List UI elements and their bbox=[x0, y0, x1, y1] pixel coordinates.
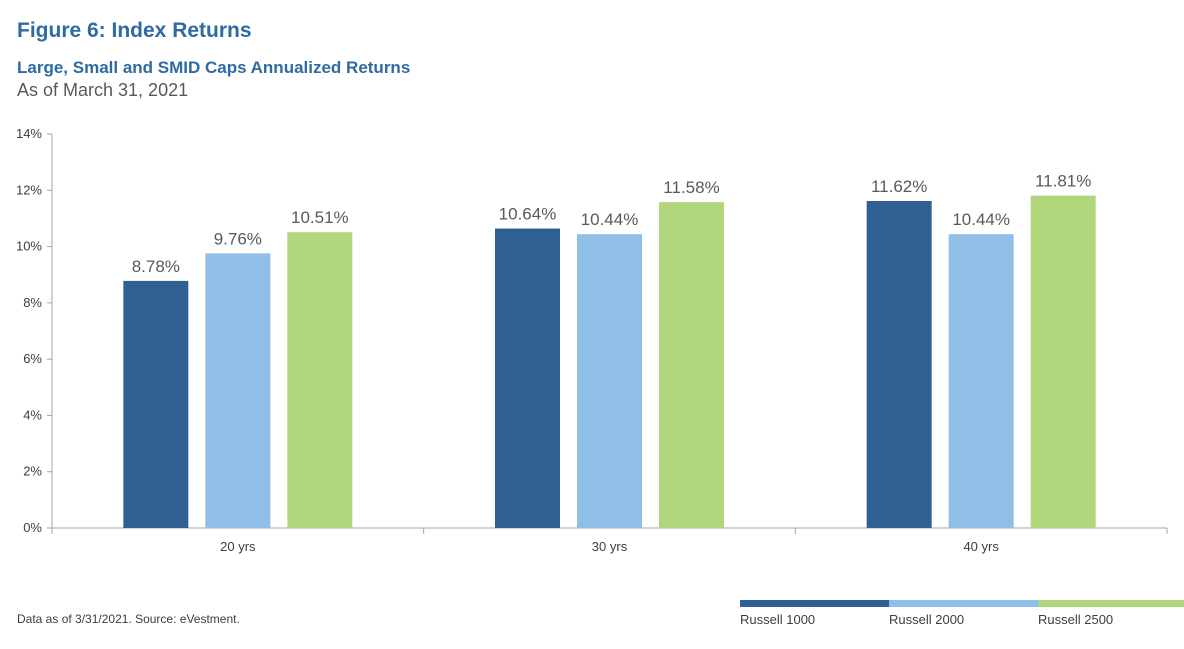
x-tick-label: 20 yrs bbox=[220, 539, 256, 554]
bar bbox=[205, 253, 271, 528]
y-tick-label: 8% bbox=[23, 295, 42, 310]
legend-swatch-russell-2000 bbox=[889, 600, 1038, 607]
y-tick-label: 4% bbox=[23, 407, 42, 422]
bar bbox=[287, 232, 353, 528]
data-label: 8.78% bbox=[132, 257, 180, 276]
x-tick-label: 30 yrs bbox=[592, 539, 628, 554]
y-tick-label: 14% bbox=[16, 126, 42, 141]
legend-label-russell-2000: Russell 2000 bbox=[889, 612, 965, 627]
y-tick-label: 10% bbox=[16, 239, 42, 254]
y-tick-label: 6% bbox=[23, 351, 42, 366]
data-label: 10.44% bbox=[952, 210, 1010, 229]
as-of-date: As of March 31, 2021 bbox=[17, 80, 189, 100]
chart-title: Figure 6: Index Returns bbox=[17, 19, 252, 42]
bar bbox=[866, 200, 932, 529]
data-label: 11.58% bbox=[663, 178, 719, 197]
data-label: 11.62% bbox=[871, 177, 927, 196]
y-tick-label: 2% bbox=[23, 464, 42, 479]
bar bbox=[948, 234, 1014, 528]
data-label: 10.44% bbox=[581, 210, 639, 229]
bar bbox=[577, 234, 642, 528]
footnote: Data as of 3/31/2021. Source: eVestment. bbox=[17, 612, 240, 626]
data-label: 10.51% bbox=[291, 208, 349, 227]
x-tick-label: 40 yrs bbox=[963, 539, 999, 554]
y-tick-label: 0% bbox=[23, 520, 42, 535]
legend-label-russell-2500: Russell 2500 bbox=[1038, 612, 1114, 627]
data-label: 11.81% bbox=[1035, 172, 1091, 191]
bar bbox=[123, 280, 189, 528]
y-tick-label: 12% bbox=[16, 182, 42, 197]
legend-swatch-russell-1000 bbox=[740, 600, 889, 607]
legend: Russell 1000 Russell 2000 Russell 2500 bbox=[740, 600, 1184, 630]
bar bbox=[659, 202, 724, 528]
legend-item-russell-1000: Russell 1000 bbox=[740, 600, 889, 630]
bar bbox=[495, 228, 560, 528]
legend-swatch-russell-2500 bbox=[1038, 600, 1184, 607]
data-label: 10.64% bbox=[499, 205, 557, 224]
legend-item-russell-2500: Russell 2500 bbox=[1038, 600, 1184, 630]
chart-subtitle: Large, Small and SMID Caps Annualized Re… bbox=[17, 58, 411, 77]
legend-label-russell-1000: Russell 1000 bbox=[740, 612, 816, 627]
legend-item-russell-2000: Russell 2000 bbox=[889, 600, 1038, 630]
bar bbox=[1030, 195, 1096, 528]
data-label: 9.76% bbox=[214, 229, 262, 248]
